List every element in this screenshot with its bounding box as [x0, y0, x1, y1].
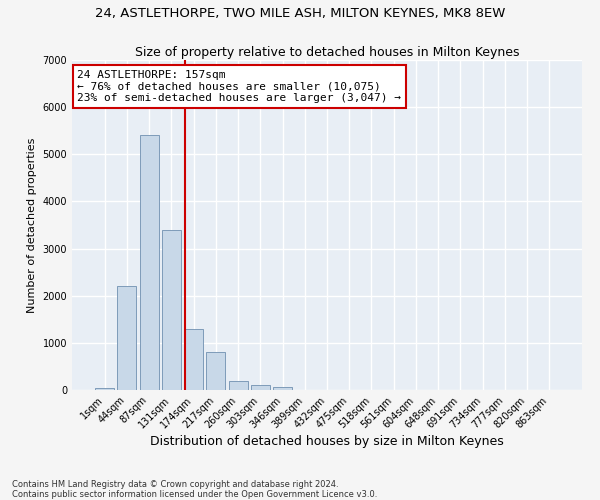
- Bar: [95, 388, 114, 390]
- Bar: [273, 387, 292, 390]
- Bar: [251, 386, 270, 390]
- Title: Size of property relative to detached houses in Milton Keynes: Size of property relative to detached ho…: [135, 46, 519, 59]
- Bar: [140, 136, 158, 390]
- Bar: [162, 230, 181, 390]
- Y-axis label: Number of detached properties: Number of detached properties: [27, 138, 37, 312]
- Bar: [184, 328, 203, 390]
- Bar: [206, 352, 225, 390]
- Text: Contains HM Land Registry data © Crown copyright and database right 2024.
Contai: Contains HM Land Registry data © Crown c…: [12, 480, 377, 499]
- Text: 24 ASTLETHORPE: 157sqm
← 76% of detached houses are smaller (10,075)
23% of semi: 24 ASTLETHORPE: 157sqm ← 76% of detached…: [77, 70, 401, 103]
- X-axis label: Distribution of detached houses by size in Milton Keynes: Distribution of detached houses by size …: [150, 436, 504, 448]
- Bar: [229, 380, 248, 390]
- Bar: [118, 286, 136, 390]
- Text: 24, ASTLETHORPE, TWO MILE ASH, MILTON KEYNES, MK8 8EW: 24, ASTLETHORPE, TWO MILE ASH, MILTON KE…: [95, 8, 505, 20]
